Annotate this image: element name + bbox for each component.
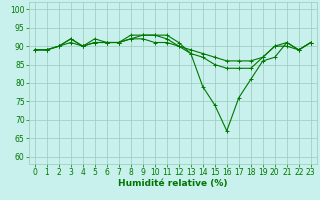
X-axis label: Humidité relative (%): Humidité relative (%) — [118, 179, 228, 188]
